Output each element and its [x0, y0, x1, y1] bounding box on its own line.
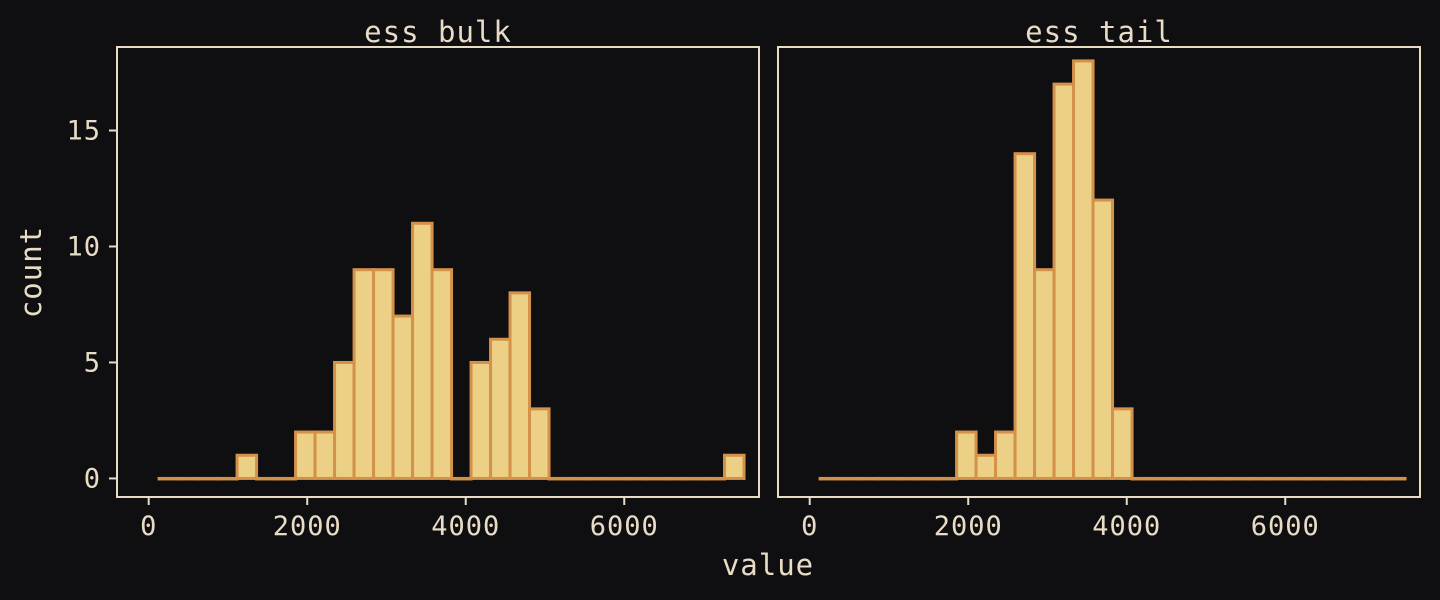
- histogram-bar: [235, 453, 259, 480]
- y-tick-label: 0: [84, 463, 101, 494]
- histogram-bar: [1052, 82, 1076, 480]
- histogram-bar: [723, 453, 746, 480]
- histogram-bar: [352, 268, 376, 480]
- x-tick-label: 6000: [1251, 511, 1320, 542]
- histogram-bar: [1267, 476, 1290, 481]
- x-axis-title: value: [722, 548, 814, 582]
- histogram-bar: [411, 221, 434, 480]
- histogram-bar: [313, 430, 337, 480]
- histogram-bar: [645, 476, 668, 481]
- panel-title: ess bulk: [364, 15, 512, 49]
- histogram-bar: [1150, 476, 1173, 481]
- histogram-bar: [1091, 198, 1115, 480]
- histogram-bar: [216, 476, 239, 481]
- histogram-bar: [1189, 476, 1212, 481]
- histogram-bar: [1013, 152, 1037, 480]
- histogram-bar: [1384, 476, 1407, 481]
- y-tick-label: 10: [66, 231, 101, 262]
- histogram-bar: [838, 476, 861, 481]
- histogram-bar: [508, 291, 532, 480]
- histogram-bar: [877, 476, 900, 481]
- histogram-bar: [469, 360, 493, 480]
- histogram-bar: [547, 476, 571, 481]
- x-tick-label: 2000: [934, 511, 1003, 542]
- histogram-bar: [177, 476, 200, 481]
- histogram-bar: [1345, 476, 1368, 481]
- panel-title: ess tail: [1025, 15, 1173, 49]
- histogram-bar: [818, 476, 842, 481]
- histogram-bar: [430, 268, 454, 480]
- histogram-bar: [333, 360, 356, 480]
- histogram-bar: [1247, 476, 1271, 481]
- histogram-bar: [625, 476, 649, 481]
- histogram-bar: [586, 476, 610, 481]
- histogram-bar: [1111, 407, 1134, 480]
- histogram-bar: [684, 476, 707, 481]
- x-tick-label: 0: [140, 511, 157, 542]
- x-tick-label: 4000: [1092, 511, 1161, 542]
- histogram-bar: [391, 314, 415, 480]
- x-tick-label: 6000: [590, 511, 659, 542]
- histogram-bar: [196, 476, 220, 481]
- histogram-bar: [1364, 476, 1388, 481]
- histogram-bar: [1228, 476, 1251, 481]
- histogram-bar: [157, 476, 181, 481]
- histogram-bar: [896, 476, 920, 481]
- histogram-bar: [606, 476, 629, 481]
- histogram-bar: [1169, 476, 1193, 481]
- histogram-bar: [1033, 268, 1056, 480]
- panel-1: ess bulk 0 2000 4000 6000 0 5 10 15: [66, 15, 760, 542]
- histogram-bar: [955, 430, 978, 480]
- y-axis-title: count: [14, 226, 48, 318]
- histogram-bar: [1208, 476, 1232, 481]
- histogram-bar: [567, 476, 590, 481]
- y-tick-label: 15: [66, 116, 101, 147]
- x-tick-label: 2000: [273, 511, 342, 542]
- histogram-bar: [935, 476, 959, 481]
- histogram-bar: [274, 476, 298, 481]
- histogram-bar: [489, 337, 512, 480]
- histogram-bar: [1286, 476, 1310, 481]
- histogram-bar: [528, 407, 551, 480]
- histogram-bar: [372, 268, 395, 480]
- panel-frame: [116, 46, 760, 498]
- histogram-bar: [994, 430, 1017, 480]
- histogram-bar: [450, 476, 473, 481]
- histogram-bar: [1306, 476, 1329, 481]
- histogram-bar: [1325, 476, 1349, 481]
- histogram-bar: [1072, 59, 1095, 480]
- histogram-bar: [703, 476, 727, 481]
- histogram-bar: [255, 476, 278, 481]
- histogram-bar: [664, 476, 688, 481]
- x-tick-label: 4000: [431, 511, 500, 542]
- histogram-bar: [857, 476, 881, 481]
- histogram-bar: [916, 476, 939, 481]
- histogram-bar: [294, 430, 317, 480]
- x-tick-label: 0: [801, 511, 818, 542]
- histogram-bar: [1130, 476, 1154, 481]
- panel-2: ess tail 0 2000 4000 6000: [777, 15, 1421, 542]
- histogram-bar: [974, 453, 998, 480]
- panel-frame: [777, 46, 1421, 498]
- y-tick-label: 5: [84, 347, 101, 378]
